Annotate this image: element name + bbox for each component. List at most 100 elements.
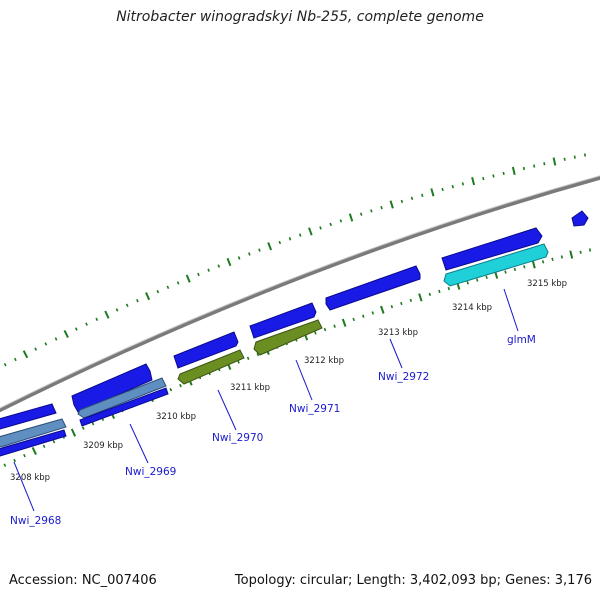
leader-line [389, 338, 403, 369]
minor-tick [476, 278, 479, 282]
minor-tick [136, 298, 139, 303]
genome-summary: Topology: circular; Length: 3,402,093 bp… [234, 573, 592, 588]
minor-tick [13, 357, 17, 362]
minor-tick [502, 171, 505, 175]
minor-tick [248, 252, 251, 256]
minor-tick [288, 237, 292, 241]
minor-tick [125, 303, 129, 308]
scale-label: 3209 kbp [83, 441, 123, 451]
reverse-gene-blue[interactable] [0, 429, 67, 458]
reverse-gene-olive[interactable] [177, 349, 245, 385]
inner-tick-ring [3, 248, 592, 467]
reverse-gene-cyan[interactable] [443, 243, 549, 287]
minor-tick [400, 199, 404, 204]
major-tick [145, 292, 151, 301]
major-tick [348, 213, 354, 222]
minor-tick [319, 226, 322, 230]
forward-gene[interactable] [0, 403, 57, 430]
reverse-gene-steel[interactable] [0, 418, 67, 448]
reverse-gene-steel[interactable] [77, 377, 167, 419]
minor-tick [197, 272, 200, 277]
scale-label: 3214 kbp [452, 303, 492, 313]
minor-tick [85, 322, 88, 326]
major-tick [267, 242, 273, 251]
minor-tick [278, 240, 282, 245]
forward-gene[interactable] [173, 331, 239, 369]
forward-gene[interactable] [71, 363, 153, 413]
forward-strand-genes [0, 210, 589, 430]
minor-tick [400, 301, 403, 306]
minor-tick [329, 222, 332, 227]
minor-tick [461, 182, 465, 186]
major-tick [63, 329, 69, 339]
accession-label: Accession: NC_007406 [9, 573, 157, 588]
minor-tick [176, 281, 180, 285]
minor-tick [482, 176, 485, 181]
minor-tick [563, 157, 566, 161]
scale-label: 3208 kbp [10, 473, 50, 483]
leader-line [13, 461, 35, 512]
minor-tick [91, 421, 95, 426]
minor-tick [492, 174, 495, 178]
minor-tick [410, 196, 414, 201]
major-tick [185, 274, 191, 283]
minor-tick [13, 458, 17, 463]
leader-line [129, 423, 149, 464]
outer-tick-ring [3, 153, 587, 367]
gene-label[interactable]: Nwi_2969 [125, 466, 176, 478]
leader-line [503, 288, 519, 332]
scale-labels: 3208 kbp 3209 kbp 3210 kbp 3211 kbp 3212… [10, 279, 567, 483]
gene-label[interactable]: Nwi_2972 [378, 371, 429, 383]
minor-tick [579, 250, 582, 254]
minor-tick [179, 383, 182, 388]
minor-tick [466, 281, 469, 285]
minor-tick [421, 193, 424, 198]
minor-tick [441, 187, 444, 192]
minor-tick [409, 298, 413, 303]
reverse-gene-blue[interactable] [79, 387, 169, 427]
major-tick [70, 428, 77, 437]
major-tick [31, 446, 37, 456]
gene-label[interactable]: Nwi_2970 [212, 432, 263, 444]
minor-tick [258, 248, 261, 252]
minor-tick [34, 347, 38, 351]
leader-line [217, 389, 237, 431]
minor-tick [573, 155, 576, 159]
minor-tick [74, 327, 78, 331]
minor-tick [380, 205, 383, 210]
forward-gene[interactable] [249, 302, 317, 339]
minor-tick [485, 275, 488, 280]
forward-gene[interactable] [441, 227, 543, 271]
gene-label-leaders [13, 288, 519, 512]
forward-gene[interactable] [325, 265, 421, 311]
minor-tick [207, 268, 210, 272]
minor-tick [333, 324, 336, 328]
minor-tick [237, 360, 240, 364]
minor-tick [541, 260, 545, 264]
scale-label: 3215 kbp [527, 279, 567, 289]
minor-tick [370, 209, 373, 213]
minor-tick [166, 285, 170, 290]
gene-label[interactable]: glmM [507, 334, 536, 346]
minor-tick [169, 387, 173, 392]
scale-label: 3212 kbp [304, 356, 344, 366]
major-tick [430, 188, 435, 197]
minor-tick [362, 314, 365, 318]
major-tick [308, 227, 313, 236]
reverse-strand-genes [0, 243, 549, 458]
major-tick [418, 293, 423, 302]
minor-tick [451, 184, 454, 189]
forward-gene[interactable] [571, 210, 589, 227]
minor-tick [513, 267, 517, 272]
genome-backbone-highlight [0, 175, 600, 409]
minor-tick [588, 248, 592, 252]
minor-tick [298, 233, 302, 237]
major-tick [569, 250, 574, 259]
gene-labels: Nwi_2968 Nwi_2969 Nwi_2970 Nwi_2971 Nwi_… [10, 334, 536, 527]
major-tick [511, 166, 516, 176]
gene-label[interactable]: Nwi_2971 [289, 403, 340, 415]
reverse-gene-olive[interactable] [253, 319, 323, 356]
minor-tick [3, 463, 7, 467]
minor-tick [323, 327, 327, 332]
gene-label[interactable]: Nwi_2968 [10, 515, 61, 527]
